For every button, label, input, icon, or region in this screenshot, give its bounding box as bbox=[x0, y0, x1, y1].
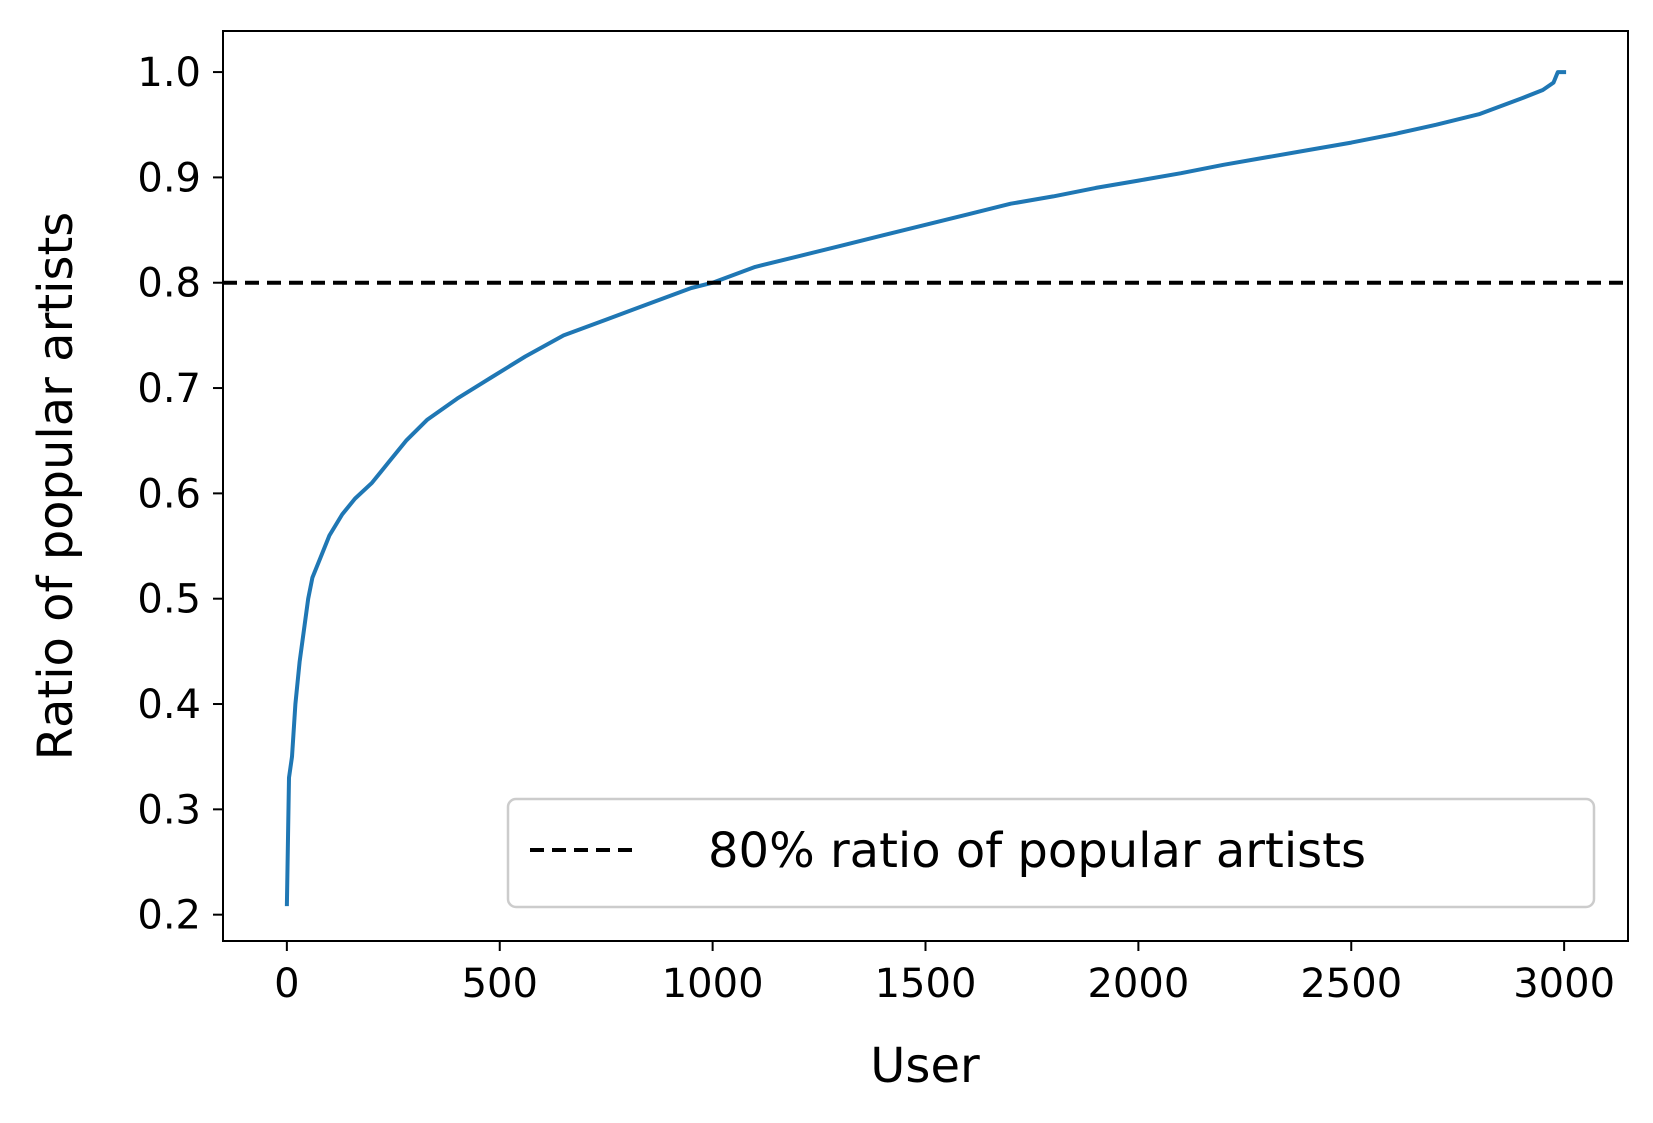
x-tick-label: 3000 bbox=[1513, 961, 1615, 1007]
x-tick-label: 1000 bbox=[662, 961, 764, 1007]
x-tick-label: 2000 bbox=[1087, 961, 1189, 1007]
y-tick-label: 0.5 bbox=[137, 577, 201, 623]
y-tick-label: 0.2 bbox=[137, 893, 201, 939]
x-tick-label: 0 bbox=[274, 961, 299, 1007]
x-tick-label: 2500 bbox=[1300, 961, 1402, 1007]
legend-box bbox=[506, 797, 1596, 909]
plot-layer bbox=[223, 70, 1628, 907]
y-axis-label: Ratio of popular artists bbox=[28, 212, 84, 761]
y-tick-label: 0.9 bbox=[137, 155, 201, 201]
legend-label: 80% ratio of popular artists bbox=[708, 823, 1366, 879]
ticks-layer: 0 500 1000 1500 2000 2500 3000 0.2 0.3 0.4 0.5 0.6 0… bbox=[137, 50, 1615, 1007]
y-tick-label: 0.8 bbox=[137, 261, 201, 307]
x-tick-label: 1500 bbox=[875, 961, 977, 1007]
y-tick-label: 0.4 bbox=[137, 682, 201, 728]
y-tick-label: 0.6 bbox=[137, 471, 201, 517]
x-tick-label: 500 bbox=[462, 961, 538, 1007]
y-tick-label: 0.7 bbox=[137, 366, 201, 412]
legend: 80% ratio of popular artists bbox=[506, 797, 1596, 909]
y-tick-label: 1.0 bbox=[137, 50, 201, 96]
y-tick-label: 0.3 bbox=[137, 787, 201, 833]
x-axis-label: User bbox=[870, 1038, 980, 1094]
